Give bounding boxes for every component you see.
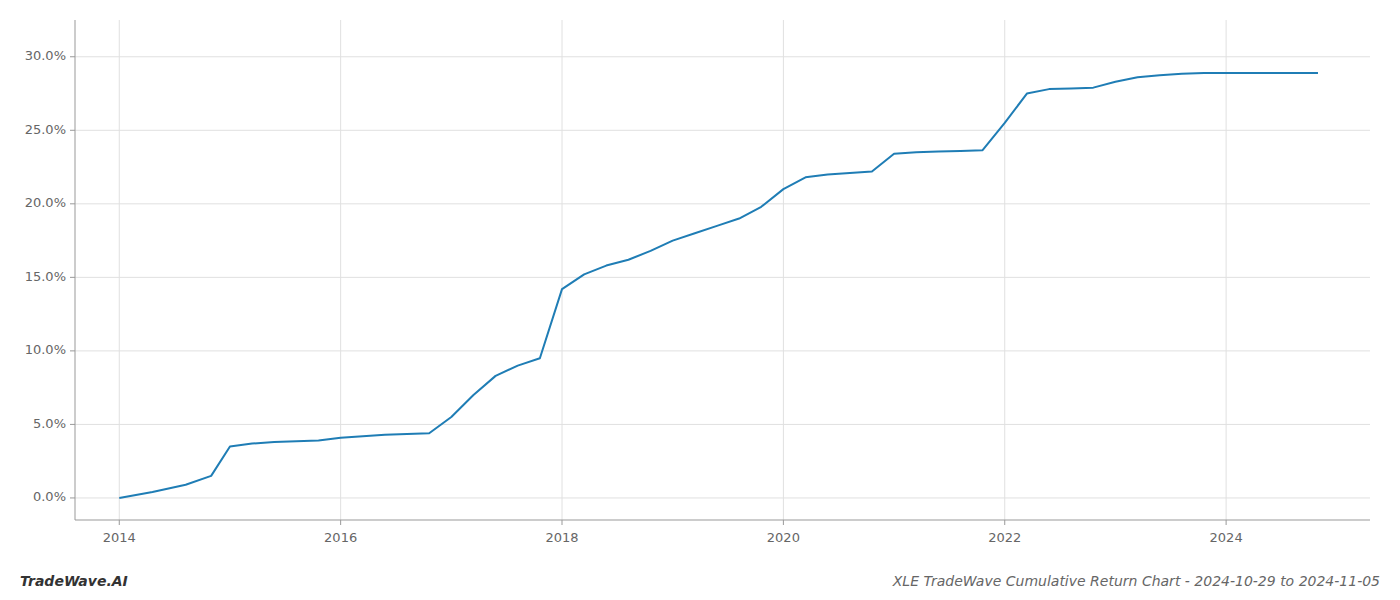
grid-line [75,497,1370,498]
tick-label: 30.0% [25,48,66,63]
grid [75,20,1370,520]
grid-line [119,20,120,520]
tick-mark [783,520,784,525]
tick-label: 2024 [1210,530,1243,545]
grid-line [75,277,1370,278]
tick-label: 2016 [324,530,357,545]
grid-line [1226,20,1227,520]
tick-mark [70,350,75,351]
tick-label: 25.0% [25,122,66,137]
grid-line [1004,20,1005,520]
tick-label: 10.0% [25,342,66,357]
tick-mark [70,203,75,204]
grid-line [562,20,563,520]
x-axis-line [75,520,1370,521]
grid-line [75,203,1370,204]
grid-line [75,350,1370,351]
tick-mark [70,277,75,278]
watermark: TradeWave.AI [20,573,128,589]
tick-mark [1004,520,1005,525]
tick-label: 2022 [988,530,1021,545]
title: XLE TradeWave Cumulative Return Chart - … [892,573,1380,589]
tick-label: 20.0% [25,195,66,210]
tick-label: 2020 [767,530,800,545]
tick-label: 0.0% [33,489,66,504]
grid-line [783,20,784,520]
tick-mark [1226,520,1227,525]
plot-area [119,73,1318,498]
grid-line [75,424,1370,425]
tick-mark [119,520,120,525]
tick-label: 2018 [545,530,578,545]
grid-line [340,20,341,520]
line [119,73,1318,498]
tick-mark [70,424,75,425]
tick-label: 15.0% [25,269,66,284]
tick-mark [70,56,75,57]
grid-line [75,56,1370,57]
chart: 0.0% 5.0% 10.0% 15.0% 20.0% 25.0% 30.0% 2014 201… [0,0,1400,600]
tick-mark [340,520,341,525]
y-axis-line [75,20,76,520]
tick-mark [70,497,75,498]
tick-mark [562,520,563,525]
tick-mark [70,130,75,131]
grid-line [75,130,1370,131]
tick-label: 2014 [103,530,136,545]
tick-label: 5.0% [33,416,66,431]
axes: 0.0% 5.0% 10.0% 15.0% 20.0% 25.0% 30.0% 2014 201… [25,20,1370,545]
